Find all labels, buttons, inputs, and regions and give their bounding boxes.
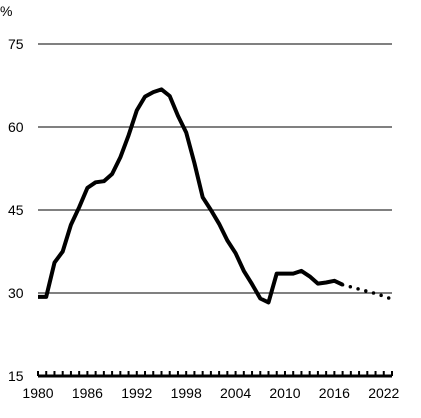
y-tick-label: 75	[8, 36, 24, 52]
gridlines	[38, 43, 392, 294]
x-tick-label: 2004	[220, 385, 251, 401]
y-tick-label: 30	[8, 285, 24, 301]
x-tick-label: 2016	[319, 385, 350, 401]
y-tick-label: 60	[8, 119, 24, 135]
y-axis-labels: 15 30 45 60 75	[8, 36, 24, 384]
series-group	[38, 87, 394, 305]
data-line	[38, 87, 344, 305]
x-tick-label: 1992	[121, 385, 152, 401]
y-tick-label: 15	[8, 368, 24, 384]
y-axis-unit-label: %	[0, 3, 12, 19]
x-tick-label: 2022	[368, 385, 399, 401]
y-tick-label: 45	[8, 202, 24, 218]
x-axis: 1980 1986 1992 1998 2004 2010 2016 2022	[22, 371, 400, 401]
x-tick-label: 1986	[72, 385, 103, 401]
x-tick-label: 1998	[171, 385, 202, 401]
projection-line	[340, 282, 394, 301]
x-tick-label: 1980	[22, 385, 53, 401]
x-tick-label: 2010	[269, 385, 300, 401]
